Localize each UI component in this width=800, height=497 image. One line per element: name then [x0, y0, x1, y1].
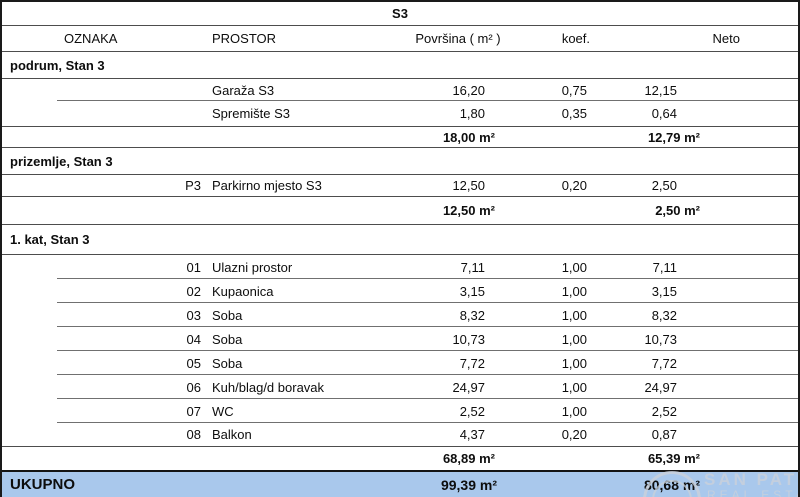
cell-povrsina: 1,80: [459, 106, 485, 121]
table-row: 05 Soba 7,72 1,00 7,72: [2, 351, 798, 375]
grand-total-row: UKUPNO 99,39 m² 80,68 m²: [2, 472, 798, 497]
table-row: 08 Balkon 4,37 0,20 0,87: [2, 423, 798, 447]
cell-neto: 0,64: [651, 106, 677, 121]
cell-prostor: Spremište S3: [212, 106, 291, 121]
section-header-prizemlje: prizemlje, Stan 3: [2, 148, 798, 175]
grand-total-label: UKUPNO: [10, 476, 76, 493]
cell-koef: 1,00: [561, 355, 587, 371]
cell-neto: 0,87: [651, 427, 677, 442]
cell-oznaka: 05: [186, 355, 201, 371]
cell-prostor: Kupaonica: [212, 283, 274, 299]
subtotal-neto: 2,50 m²: [655, 203, 700, 218]
cell-oznaka: 04: [186, 331, 201, 347]
cell-oznaka: 03: [186, 307, 201, 323]
subtotal-povrsina: 18,00 m²: [442, 129, 495, 145]
cell-neto: 12,15: [644, 82, 677, 98]
cell-povrsina: 8,32: [459, 307, 485, 323]
section-title: podrum, Stan 3: [10, 57, 105, 73]
section-title: prizemlje, Stan 3: [10, 153, 113, 169]
column-header-row: OZNAKA PROSTOR Površina ( m² ) koef. Net…: [2, 26, 798, 52]
cell-koef: 1,00: [561, 259, 587, 275]
cell-koef: 0,75: [561, 82, 587, 98]
cell-koef: 1,00: [561, 331, 587, 347]
subtotal-povrsina: 68,89 m²: [442, 451, 495, 466]
cell-neto: 2,50: [651, 178, 677, 193]
cell-oznaka: 08: [186, 427, 201, 442]
cell-neto: 2,52: [651, 403, 677, 419]
cell-prostor: Soba: [212, 355, 243, 371]
cell-oznaka: 02: [186, 283, 201, 299]
column-header-povrsina: Površina ( m² ): [415, 31, 501, 46]
table-row: 07 WC 2,52 1,00 2,52: [2, 399, 798, 423]
cell-prostor: Balkon: [212, 427, 252, 442]
cell-prostor: Soba: [212, 331, 243, 347]
cell-neto: 7,72: [651, 355, 677, 371]
cell-neto: 10,73: [644, 331, 677, 347]
cell-oznaka: 07: [186, 403, 201, 419]
cell-prostor: Garaža S3: [212, 82, 275, 98]
cell-oznaka: P3: [185, 178, 201, 193]
cell-oznaka: 06: [186, 379, 201, 395]
cell-prostor: Soba: [212, 307, 243, 323]
table-row: 01 Ulazni prostor 7,11 1,00 7,11: [2, 255, 798, 279]
section-title: 1. kat, Stan 3: [10, 232, 90, 247]
cell-koef: 0,35: [561, 106, 587, 121]
table-row: 04 Soba 10,73 1,00 10,73: [2, 327, 798, 351]
cell-koef: 1,00: [561, 379, 587, 395]
cell-koef: 1,00: [561, 403, 587, 419]
cell-prostor: Ulazni prostor: [212, 259, 293, 275]
cell-prostor: WC: [212, 403, 234, 419]
column-header-prostor: PROSTOR: [212, 31, 277, 46]
cell-povrsina: 3,15: [459, 283, 485, 299]
table-row: Garaža S3 16,20 0,75 12,15: [2, 79, 798, 101]
cell-koef: 1,00: [561, 307, 587, 323]
section-header-podrum: podrum, Stan 3: [2, 52, 798, 79]
cell-neto: 3,15: [651, 283, 677, 299]
cell-koef: 0,20: [561, 427, 587, 442]
column-header-neto: Neto: [712, 31, 740, 46]
cell-povrsina: 2,52: [459, 403, 485, 419]
table-row: P3 Parkirno mjesto S3 12,50 0,20 2,50: [2, 175, 798, 197]
grand-total-neto: 80,68 m²: [643, 476, 700, 493]
cell-povrsina: 7,11: [460, 259, 485, 275]
cell-povrsina: 7,72: [459, 355, 485, 371]
cell-povrsina: 10,73: [452, 331, 485, 347]
cell-prostor: Kuh/blag/d boravak: [212, 379, 325, 395]
section-header-1kat: 1. kat, Stan 3: [2, 225, 798, 255]
table-row: 06 Kuh/blag/d boravak 24,97 1,00 24,97: [2, 375, 798, 399]
cell-povrsina: 16,20: [452, 82, 485, 98]
subtotal-row-prizemlje: 12,50 m² 2,50 m²: [2, 197, 798, 225]
cell-koef: 1,00: [561, 283, 587, 299]
cell-oznaka: 01: [186, 259, 201, 275]
table-row: 02 Kupaonica 3,15 1,00 3,15: [2, 279, 798, 303]
table-title-row: S3: [2, 2, 798, 26]
subtotal-row-podrum: 18,00 m² 12,79 m²: [2, 127, 798, 148]
subtotal-neto: 12,79 m²: [647, 129, 700, 145]
grand-total-povrsina: 99,39 m²: [440, 476, 497, 493]
subtotal-row-1kat: 68,89 m² 65,39 m²: [2, 447, 798, 472]
cell-povrsina: 12,50: [452, 178, 485, 193]
subtotal-neto: 65,39 m²: [647, 451, 700, 466]
table-row: Spremište S3 1,80 0,35 0,64: [2, 101, 798, 127]
cell-koef: 0,20: [561, 178, 587, 193]
column-header-oznaka: OZNAKA: [64, 31, 118, 46]
cell-povrsina: 24,97: [452, 379, 485, 395]
column-header-koef: koef.: [561, 31, 590, 46]
subtotal-povrsina: 12,50 m²: [442, 203, 495, 218]
table-row: 03 Soba 8,32 1,00 8,32: [2, 303, 798, 327]
cell-prostor: Parkirno mjesto S3: [212, 178, 322, 193]
page-title: S3: [392, 6, 408, 21]
cell-povrsina: 4,37: [459, 427, 485, 442]
cell-neto: 8,32: [651, 307, 677, 323]
cell-neto: 7,11: [652, 259, 677, 275]
cell-neto: 24,97: [644, 379, 677, 395]
